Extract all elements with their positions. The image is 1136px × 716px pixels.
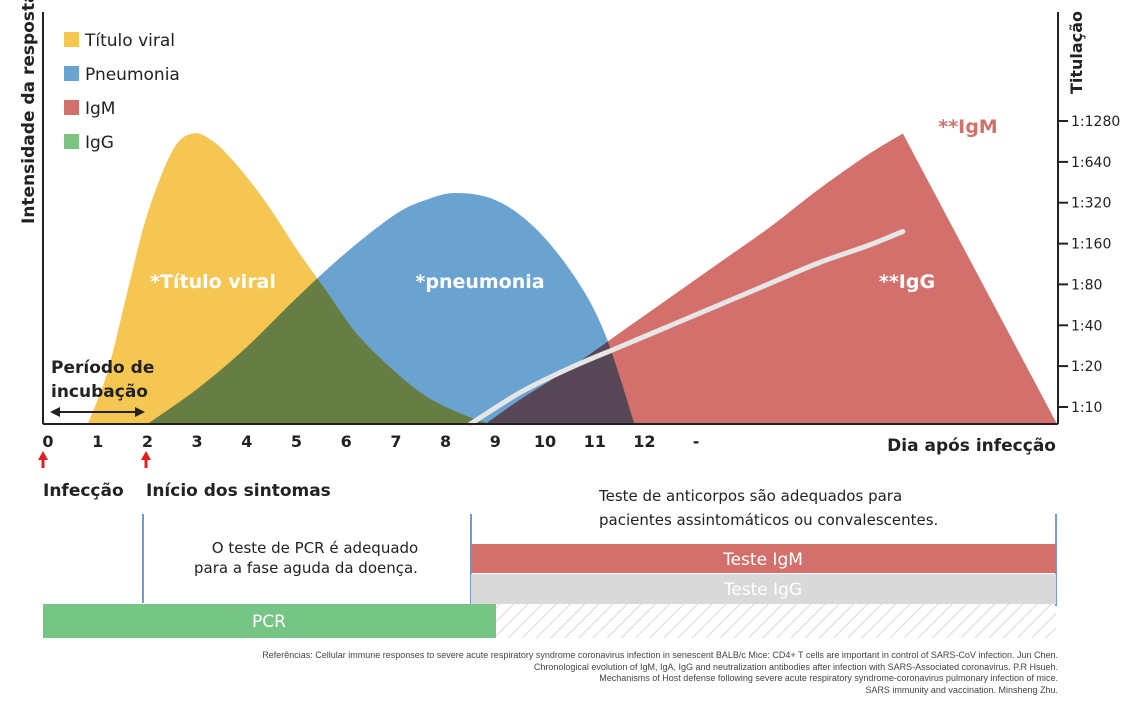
y-right-tick-label: 1:320 [1071, 196, 1111, 212]
area-igm [485, 133, 1057, 424]
area-titulo-viral [87, 133, 491, 424]
antibody-note-line2: pacientes assintomáticos ou convalescent… [599, 511, 938, 529]
legend-swatch-igg [64, 134, 79, 149]
x-tick-label: 8 [440, 432, 451, 451]
series-label-igm: **IgM [938, 116, 997, 138]
series-areas [87, 133, 1057, 427]
x-tick-label: 9 [490, 432, 501, 451]
hatched-region [496, 604, 1056, 638]
pcr-note-line1: O teste de PCR é adequado [212, 539, 418, 557]
line-igg [468, 229, 906, 427]
incubation-label-line1: Período de [51, 358, 154, 378]
series-label-igg: **IgG [879, 271, 935, 293]
x-tick-label: 6 [341, 432, 352, 451]
reference-line: Mechanisms of Host defense following sev… [599, 673, 1058, 683]
x-tick-label: - [693, 432, 700, 451]
x-tick-label: 3 [192, 432, 203, 451]
pcr-test-bar [43, 604, 496, 638]
reference-line: Referências: Cellular immune responses t… [262, 650, 1058, 660]
x-tick-label: 7 [390, 432, 401, 451]
reference-line: Chronological evolution of IgM, IgA, IgG… [533, 661, 1058, 672]
y-right-tick-label: 1:80 [1071, 277, 1102, 293]
x-tick-labels: 0 1 2 3 4 5 6 7 8 9 10 11 12- [42, 432, 699, 451]
y-right-tick-label: 1:10 [1071, 400, 1102, 416]
y-right-ticks: 1:10 1:20 1:40 1:80 1:160 1:320 1:640 1:1280 [1058, 114, 1120, 416]
symptoms-arrow-icon [141, 451, 151, 468]
legend: Título viral Pneumonia IgM IgG [64, 31, 180, 153]
x-tick-label: 2 [142, 432, 153, 451]
references: Referências: Cellular immune responses t… [158, 650, 1058, 696]
legend-swatch-titulo-viral [64, 32, 79, 47]
igg-test-label: Teste IgG [723, 580, 802, 600]
x-tick-label: 10 [534, 432, 556, 451]
pcr-note-line2: para a fase aguda da doença. [194, 559, 418, 577]
y-axis-left-label: Intensidade da resposta [19, 0, 39, 224]
legend-label-titulo-viral: Título viral [84, 31, 175, 51]
incubation-label-line2: incubação [51, 382, 148, 402]
igg-test-bar [471, 574, 1056, 604]
marker-label-inicio-sintomas: Início dos sintomas [146, 481, 331, 501]
x-tick-label: 5 [291, 432, 302, 451]
incubation-arrow [50, 407, 145, 417]
y-axis-right-label: Titulação [1067, 11, 1086, 94]
x-axis-label: Dia após infecção [887, 436, 1056, 456]
igm-test-bar [471, 544, 1056, 573]
x-tick-label: 12 [633, 432, 655, 451]
antibody-note-line1: Teste de anticorpos são adequados para [598, 487, 902, 505]
legend-swatch-pneumonia [64, 66, 79, 81]
pcr-test-label: PCR [252, 612, 286, 632]
y-right-tick-label: 1:20 [1071, 359, 1102, 375]
legend-label-pneumonia: Pneumonia [85, 65, 180, 85]
x-tick-label: 4 [241, 432, 252, 451]
series-label-titulo-viral: *Título viral [150, 271, 276, 293]
infection-arrow-icon [38, 451, 48, 468]
legend-label-igg: IgG [85, 133, 114, 153]
y-right-tick-label: 1:1280 [1071, 114, 1120, 130]
legend-swatch-igm [64, 100, 79, 115]
area-pneumonia [147, 193, 635, 424]
igm-test-label: Teste IgM [722, 550, 803, 570]
x-tick-label: 11 [584, 432, 606, 451]
marker-label-infeccao: Infecção [43, 481, 124, 501]
y-right-tick-label: 1:640 [1071, 155, 1111, 171]
series-label-pneumonia: *pneumonia [415, 271, 544, 293]
y-right-tick-label: 1:160 [1071, 237, 1111, 253]
reference-line: SARS immunity and vaccination. Minsheng … [865, 684, 1058, 695]
legend-label-igm: IgM [85, 99, 115, 119]
y-right-tick-label: 1:40 [1071, 318, 1102, 334]
x-tick-label: 1 [92, 432, 103, 451]
x-tick-label: 0 [42, 432, 53, 451]
